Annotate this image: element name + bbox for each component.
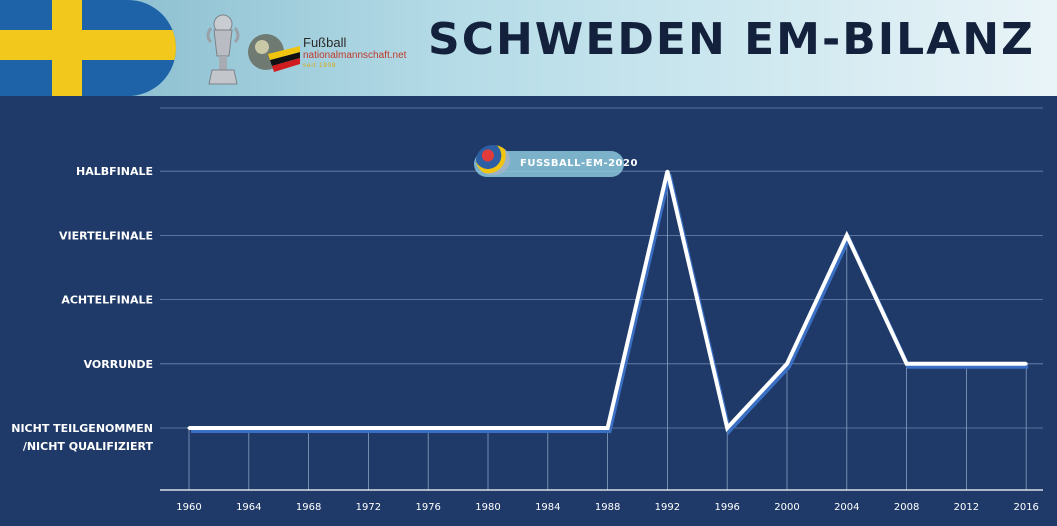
data-point xyxy=(486,426,490,430)
brand-logo: Fußball nationalmannschaft.net seit 1908 xyxy=(303,36,406,69)
ball-icon xyxy=(476,145,510,175)
data-point xyxy=(905,362,909,366)
data-point xyxy=(546,426,550,430)
x-tick-label: 2008 xyxy=(894,502,919,513)
data-point xyxy=(964,362,968,366)
x-tick-label: 1976 xyxy=(415,502,440,513)
x-tick-label: 2016 xyxy=(1013,502,1038,513)
data-point xyxy=(725,426,729,430)
y-axis-labels: NICHT TEILGENOMMEN/NICHT QUALIFIZIERT VOR… xyxy=(11,165,153,453)
data-point xyxy=(606,426,610,430)
x-tick-label: 1972 xyxy=(356,502,381,513)
x-tick-label: 2012 xyxy=(954,502,979,513)
sweden-flag-icon xyxy=(0,0,176,96)
page-title: SCHWEDEN EM-BILANZ xyxy=(428,14,1035,65)
trophy-icon xyxy=(206,14,240,85)
y-tick-label: VIERTELFINALE xyxy=(59,229,153,242)
data-point xyxy=(187,426,191,430)
y-tick-label: VORRUNDE xyxy=(84,358,153,371)
watermark-text: FUSSBALL-EM-2020 xyxy=(520,158,638,169)
data-point xyxy=(426,426,430,430)
series-line xyxy=(187,169,1029,436)
series-line-shadow xyxy=(191,173,1029,436)
data-point xyxy=(845,233,849,237)
watermark: FUSSBALL-EM-2020 xyxy=(470,143,637,179)
y-tick-label: NICHT TEILGENOMMEN/NICHT QUALIFIZIERT xyxy=(11,422,153,453)
brand-url: nationalmannschaft.net xyxy=(303,50,407,61)
data-point xyxy=(307,426,311,430)
data-point xyxy=(247,426,251,430)
y-tick-label: HALBFINALE xyxy=(76,165,153,178)
data-point xyxy=(785,362,789,366)
x-tick-label: 1988 xyxy=(595,502,620,513)
x-tick-label: 2000 xyxy=(774,502,799,513)
x-tick-label: 1996 xyxy=(714,502,739,513)
y-tick-label: ACHTELFINALE xyxy=(61,294,153,307)
x-tick-label: 1980 xyxy=(475,502,500,513)
brand-name: Fußball xyxy=(303,35,347,50)
x-tick-label: 1992 xyxy=(655,502,680,513)
x-tick-label: 1964 xyxy=(236,502,261,513)
x-tick-label: 1960 xyxy=(176,502,201,513)
x-axis-labels: 1960 1964 1968 1972 1976 1980 1984 1988 1992 1996… xyxy=(176,502,1039,513)
data-point xyxy=(1024,362,1028,366)
data-point xyxy=(366,426,370,430)
football-logo-icon xyxy=(248,34,300,72)
data-point xyxy=(665,169,669,173)
header-banner: Fußball nationalmannschaft.net seit 1908… xyxy=(0,0,1057,96)
x-tick-label: 1968 xyxy=(296,502,321,513)
x-tick-label: 1984 xyxy=(535,502,560,513)
x-tick-label: 2004 xyxy=(834,502,859,513)
brand-tagline: seit 1908 xyxy=(303,63,337,69)
